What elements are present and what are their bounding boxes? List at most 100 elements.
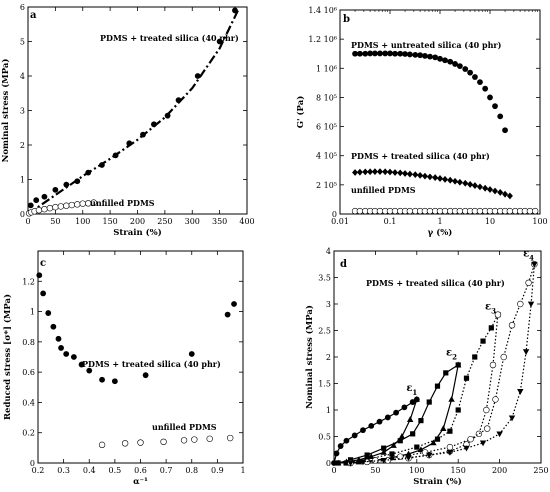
y-tick-label: 4 10⁵: [316, 152, 337, 161]
x-tick-label: 350: [212, 217, 227, 226]
x-tick-label: 0.2: [32, 466, 45, 475]
data-point: [434, 383, 441, 389]
y-axis-label: Nominal stress (MPa): [0, 59, 11, 163]
data-point: [497, 189, 504, 196]
data-point: [401, 404, 408, 411]
data-point: [508, 322, 516, 329]
data-point: [194, 73, 201, 79]
data-point: [456, 63, 463, 69]
panel-c: 0.2 0.3 0.4 0.5 0.6 0.7 0.8 0.9 100.20.40.60.811…: [2, 250, 246, 487]
data-point: [506, 192, 513, 200]
data-point: [463, 375, 470, 381]
data-point: [447, 58, 454, 65]
data-point: [402, 170, 409, 177]
data-point: [448, 396, 455, 402]
data-point: [517, 300, 524, 308]
data-point: [356, 50, 363, 57]
data-point: [226, 434, 234, 442]
data-point: [86, 367, 93, 374]
data-point: [414, 444, 420, 450]
data-point: [413, 396, 420, 402]
data-point: [442, 57, 448, 64]
data-point: [343, 437, 350, 444]
data-point: [90, 199, 97, 206]
series-3: [351, 207, 539, 215]
data-point: [426, 173, 433, 181]
cycle-label: ε2: [446, 348, 457, 362]
x-tick-label: 0.8: [185, 466, 198, 475]
data-point: [352, 50, 358, 57]
data-point: [85, 169, 92, 176]
series-1: [352, 50, 508, 134]
y-tick-label: 1.5: [318, 380, 331, 389]
series-6: [347, 311, 502, 467]
data-point: [380, 457, 387, 464]
data-point: [372, 50, 378, 57]
data-point: [475, 430, 483, 438]
x-tick-label: 150: [102, 217, 117, 226]
data-point: [368, 423, 375, 429]
x-tick-label: 250: [157, 217, 172, 226]
data-point: [409, 399, 416, 405]
data-point: [231, 301, 237, 307]
y-tick-label: 1 10⁶: [316, 64, 337, 73]
data-point: [479, 440, 487, 447]
data-point: [426, 452, 433, 459]
y-tick-label: 8 10⁵: [316, 93, 337, 102]
y-axis-label: Reduced stress [σ*] (MPa): [2, 294, 13, 420]
data-point: [421, 449, 429, 456]
data-point: [356, 168, 363, 176]
annotation: unfilled PDMS: [90, 198, 155, 208]
x-tick-label: 0.3: [57, 466, 70, 475]
data-point: [175, 97, 182, 104]
data-point: [517, 389, 524, 395]
y-tick-label: 2: [326, 353, 331, 362]
data-point: [489, 361, 497, 369]
data-point: [482, 85, 489, 92]
data-point: [456, 178, 463, 186]
data-point: [35, 207, 43, 214]
data-point: [331, 460, 337, 466]
data-point: [417, 52, 424, 59]
y-tick-label: 3: [20, 107, 25, 116]
x-tick-label: 0.1: [384, 217, 397, 226]
data-point: [367, 50, 374, 57]
y-tick-label: 0.5: [318, 433, 331, 442]
data-point: [434, 436, 441, 442]
data-point: [417, 171, 424, 179]
data-point: [405, 455, 412, 462]
data-point: [99, 162, 105, 168]
data-point: [392, 169, 399, 176]
series-line: [350, 314, 499, 464]
data-point: [463, 445, 470, 452]
cycle-label: ε4: [523, 249, 534, 263]
y-tick-label: 0.4: [22, 398, 35, 407]
y-tick-label: 0: [30, 459, 35, 468]
series-1: [36, 272, 237, 385]
data-point: [333, 450, 340, 457]
x-tick-label: 1: [240, 466, 245, 475]
data-point: [50, 323, 57, 330]
data-point: [384, 414, 391, 421]
data-point: [472, 74, 478, 80]
y-tick-label: 2: [20, 141, 25, 150]
y-axis-label: Nominal stress (MPa): [304, 305, 315, 409]
data-point: [387, 168, 393, 176]
series-7: [347, 261, 538, 467]
x-tick-label: 0.01: [331, 217, 349, 226]
data-point: [525, 279, 532, 286]
data-point: [406, 207, 414, 215]
panel-label: a: [30, 10, 37, 21]
y-tick-label: 4: [326, 247, 331, 256]
data-point: [483, 425, 491, 432]
data-point: [392, 50, 398, 57]
data-point: [356, 207, 364, 215]
data-point: [52, 186, 59, 193]
data-point: [68, 201, 76, 209]
data-point: [362, 50, 369, 57]
data-point: [376, 418, 383, 425]
data-point: [140, 131, 146, 138]
data-point: [232, 7, 238, 14]
data-point: [58, 345, 64, 351]
